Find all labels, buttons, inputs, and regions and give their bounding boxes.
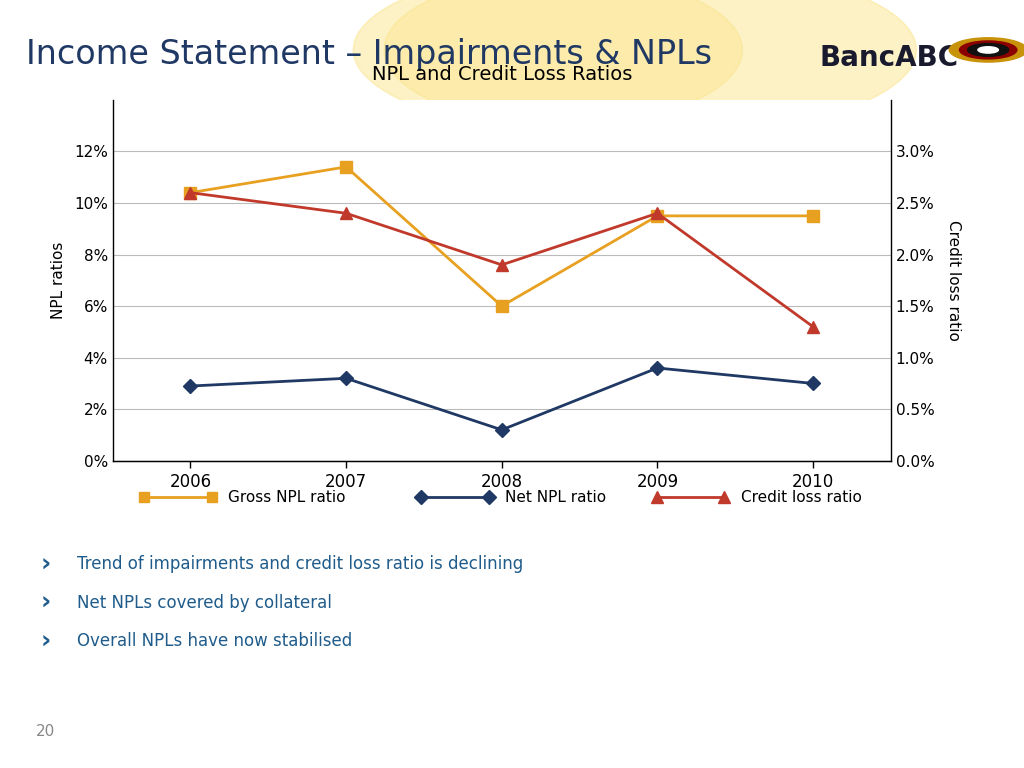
Credit loss ratio [651,209,664,218]
Gross NPL ratio [807,211,819,220]
Ellipse shape [959,41,1017,59]
Line: Gross NPL ratio: Gross NPL ratio [185,161,818,312]
Line: Net NPL ratio: Net NPL ratio [185,363,818,435]
Net NPL ratio [340,374,352,383]
Credit loss ratio [340,209,352,218]
Text: Credit loss ratio: Credit loss ratio [740,490,861,505]
Text: ›: › [41,629,51,654]
Text: Gross NPL ratio: Gross NPL ratio [228,490,346,505]
Line: Credit loss ratio: Credit loss ratio [184,187,819,333]
Credit loss ratio [184,188,197,197]
Text: Trend of impairments and credit loss ratio is declining: Trend of impairments and credit loss rat… [77,555,523,574]
Ellipse shape [384,0,742,125]
Gross NPL ratio [651,211,664,220]
Ellipse shape [949,38,1024,62]
Net NPL ratio [807,379,819,388]
Net NPL ratio [651,363,664,372]
Gross NPL ratio [340,162,352,171]
Text: BancABC: BancABC [819,44,958,72]
Gross NPL ratio [496,302,508,311]
Text: 20: 20 [36,723,55,739]
Text: Overall NPLs have now stabilised: Overall NPLs have now stabilised [77,632,352,650]
Y-axis label: Credit loss ratio: Credit loss ratio [946,220,961,341]
Net NPL ratio [184,382,197,391]
Text: Net NPLs covered by collateral: Net NPLs covered by collateral [77,594,332,612]
Text: ›: › [41,552,51,577]
Credit loss ratio [807,322,819,331]
Ellipse shape [968,44,1009,56]
Gross NPL ratio [184,188,197,197]
Title: NPL and Credit Loss Ratios: NPL and Credit Loss Ratios [372,65,632,84]
Text: ›: › [41,591,51,615]
Credit loss ratio [496,260,508,270]
Text: Income Statement – Impairments & NPLs: Income Statement – Impairments & NPLs [26,38,712,71]
Text: Net NPL ratio: Net NPL ratio [506,490,606,505]
Ellipse shape [978,47,998,53]
Ellipse shape [353,0,916,140]
Y-axis label: NPL ratios: NPL ratios [50,242,66,319]
Net NPL ratio [496,425,508,435]
